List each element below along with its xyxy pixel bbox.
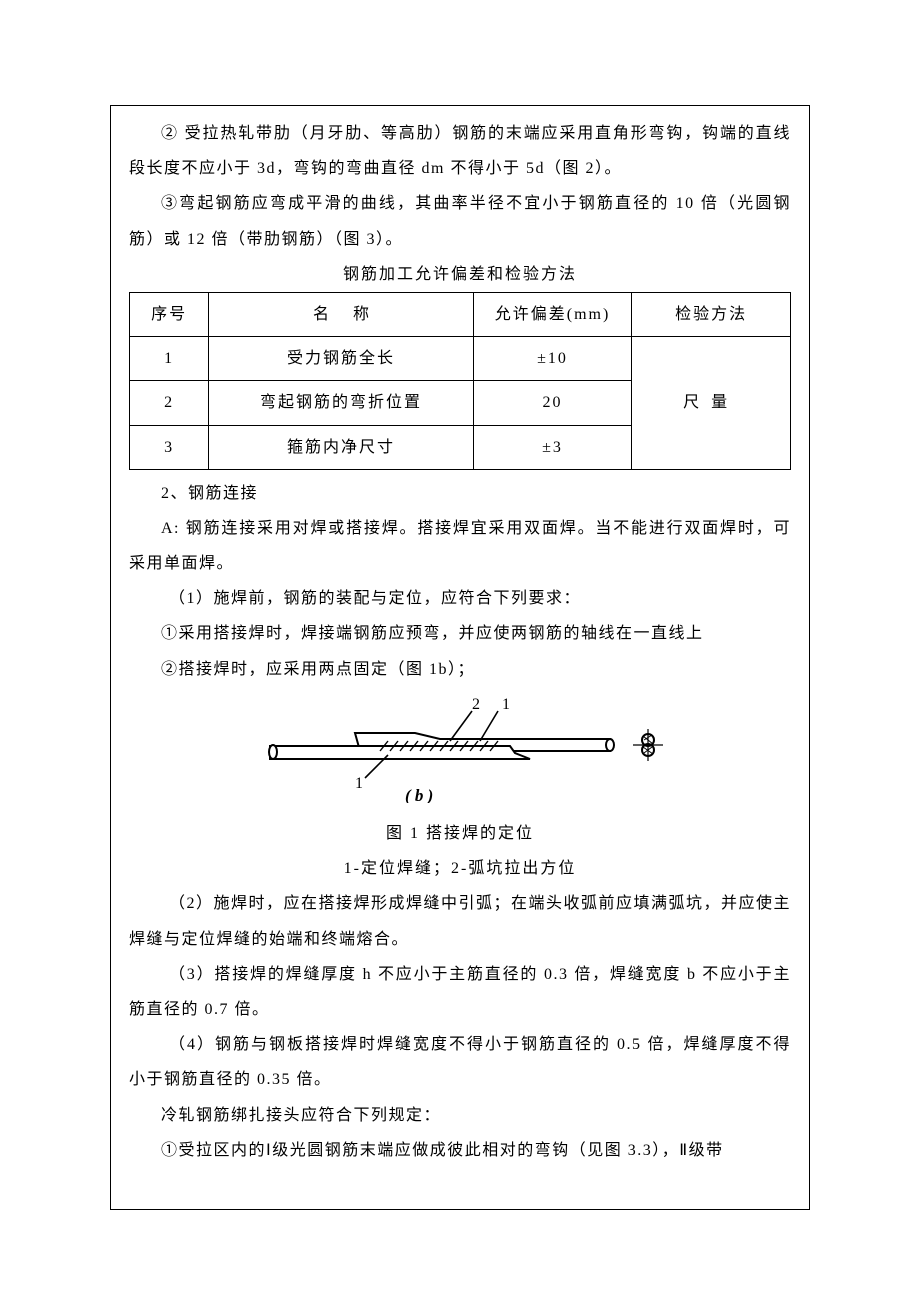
page: ② 受拉热轧带肋（月牙肋、等高肋）钢筋的末端应采用直角形弯钩，钩端的直线段长度不… [0, 0, 920, 1302]
td-method: 尺量 [632, 337, 791, 470]
paragraph-step2: （2）施焊时，应在搭接焊形成焊缝中引弧；在端头收弧前应填满弧坑，并应使主焊缝与定… [129, 886, 791, 956]
td-name: 受力钢筋全长 [209, 337, 473, 381]
paragraph-step1a: ①采用搭接焊时，焊接端钢筋应预弯，并应使两钢筋的轴线在一直线上 [129, 616, 791, 651]
figure-legend: 1-定位焊缝；2-弧坑拉出方位 [129, 851, 791, 886]
th-seq: 序号 [130, 292, 209, 336]
th-name: 名称 [209, 292, 473, 336]
td-seq: 1 [130, 337, 209, 381]
td-tol: 20 [473, 381, 632, 425]
th-method: 检验方法 [632, 292, 791, 336]
page-frame: ② 受拉热轧带肋（月牙肋、等高肋）钢筋的末端应采用直角形弯钩，钩端的直线段长度不… [110, 105, 810, 1210]
paragraph-step1b: ②搭接焊时，应采用两点固定（图 1b）； [129, 652, 791, 687]
paragraph-heading-2: 2、钢筋连接 [129, 476, 791, 511]
paragraph-step4: （4）钢筋与钢板搭接焊时焊缝宽度不得小于钢筋直径的 0.5 倍，焊缝厚度不得小于… [129, 1027, 791, 1097]
paragraph-2: ② 受拉热轧带肋（月牙肋、等高肋）钢筋的末端应采用直角形弯钩，钩端的直线段长度不… [129, 116, 791, 186]
figure-label-1-top: 1 [502, 696, 510, 713]
td-tol: ±10 [473, 337, 632, 381]
td-name: 箍筋内净尺寸 [209, 425, 473, 469]
figure-label-2: 2 [472, 696, 480, 713]
figure-label-1-bottom: 1 [355, 775, 363, 792]
td-seq: 2 [130, 381, 209, 425]
tolerance-table: 序号 名称 允许偏差(mm) 检验方法 1 受力钢筋全长 ±10 尺量 2 弯起… [129, 292, 791, 470]
table-row: 1 受力钢筋全长 ±10 尺量 [130, 337, 791, 381]
cross-section-icon [633, 729, 663, 761]
table-caption: 钢筋加工允许偏差和检验方法 [129, 257, 791, 292]
paragraph-cold1: ①受拉区内的Ⅰ级光圆钢筋末端应做成彼此相对的弯钩（见图 3.3），Ⅱ级带 [129, 1133, 791, 1168]
td-seq: 3 [130, 425, 209, 469]
lap-weld-diagram: 2 1 1 ( b ) [240, 693, 680, 803]
th-tol: 允许偏差(mm) [473, 292, 632, 336]
figure-1b: 2 1 1 ( b ) [129, 693, 791, 816]
td-tol: ±3 [473, 425, 632, 469]
paragraph-step1: （1）施焊前，钢筋的装配与定位，应符合下列要求： [129, 581, 791, 616]
paragraph-cold: 冷轧钢筋绑扎接头应符合下列规定： [129, 1098, 791, 1133]
td-name: 弯起钢筋的弯折位置 [209, 381, 473, 425]
paragraph-3: ③弯起钢筋应弯成平滑的曲线，其曲率半径不宜小于钢筋直径的 10 倍（光圆钢筋）或… [129, 186, 791, 256]
figure-label-b: ( b ) [405, 786, 433, 803]
paragraph-A: A: 钢筋连接采用对焊或搭接焊。搭接焊宜采用双面焊。当不能进行双面焊时，可采用单… [129, 511, 791, 581]
figure-caption: 图 1 搭接焊的定位 [129, 816, 791, 851]
table-row: 序号 名称 允许偏差(mm) 检验方法 [130, 292, 791, 336]
paragraph-step3: （3）搭接焊的焊缝厚度 h 不应小于主筋直径的 0.3 倍，焊缝宽度 b 不应小… [129, 957, 791, 1027]
